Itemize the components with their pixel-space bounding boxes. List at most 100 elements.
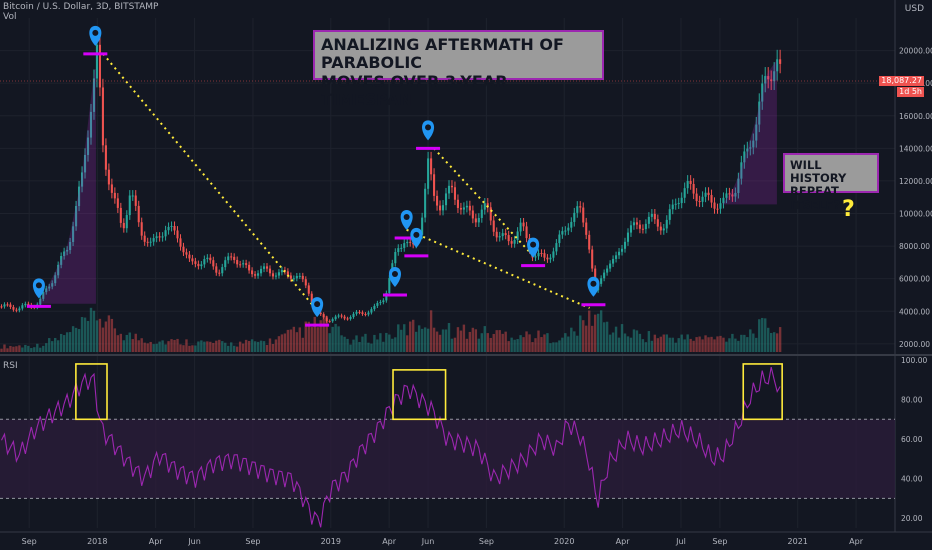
candle-body: [98, 44, 101, 88]
volume-bar: [489, 337, 492, 352]
candle-body: [24, 303, 27, 306]
candle-body: [579, 206, 582, 208]
candle-body: [54, 275, 57, 284]
candle-body: [158, 236, 161, 238]
candle-body: [57, 264, 60, 276]
candle-body: [203, 259, 206, 265]
candle-body: [764, 76, 767, 84]
volume-bar: [322, 318, 325, 352]
volume-bar: [36, 343, 39, 352]
volume-bar: [283, 333, 287, 352]
candle-body: [218, 272, 221, 274]
volume-bar: [9, 345, 12, 352]
volume-bar: [244, 339, 248, 352]
volume-bar: [382, 341, 385, 352]
candle-body: [212, 260, 215, 267]
candle-body: [779, 59, 782, 64]
candle-body: [671, 204, 674, 210]
volume-bar: [56, 340, 60, 352]
volume-bar: [235, 346, 239, 352]
candle-body: [221, 267, 224, 274]
volume-bar: [668, 337, 671, 352]
candle-body: [722, 197, 725, 204]
candle-body: [433, 174, 436, 196]
candle-body: [197, 263, 200, 267]
volume-bar: [238, 341, 242, 352]
candle-body: [462, 207, 465, 210]
volume-bar: [647, 331, 651, 352]
candle-body: [355, 311, 358, 314]
price-tick-label: 8000.00: [899, 242, 930, 251]
volume-bar: [588, 310, 591, 352]
candle-body: [767, 76, 770, 80]
volume-bar: [570, 327, 573, 352]
volume-bar: [650, 340, 654, 352]
candle-body: [746, 148, 749, 152]
candle-body: [233, 256, 236, 260]
volume-bar: [761, 317, 764, 352]
candle-body: [254, 274, 257, 276]
candle-body: [510, 241, 513, 244]
volume-bar: [340, 335, 343, 352]
volume-bar: [555, 342, 558, 352]
volume-bar: [579, 315, 582, 352]
volume-bar: [695, 337, 698, 352]
candle-body: [227, 256, 230, 261]
volume-bar: [113, 328, 117, 352]
volume-bar: [370, 343, 373, 352]
volume-bar: [531, 342, 534, 352]
candle-body: [337, 315, 340, 317]
candle-body: [27, 303, 30, 306]
volume-bar: [125, 334, 128, 352]
candle-body: [376, 303, 379, 306]
volume-bar: [30, 348, 33, 352]
candle-body: [561, 231, 564, 235]
candle-body: [289, 275, 292, 279]
candle-body: [45, 288, 48, 293]
candle-body: [549, 257, 552, 260]
candle-body: [656, 219, 659, 227]
volume-bar: [191, 345, 194, 352]
volume-bar: [755, 337, 758, 352]
volume-bar: [286, 329, 290, 352]
volume-bar: [259, 340, 263, 352]
candle-body: [140, 222, 143, 236]
candle-body: [629, 225, 633, 233]
volume-bar: [149, 341, 152, 352]
volume-bar: [182, 345, 185, 352]
volume-bar: [95, 320, 99, 352]
time-tick-label: Apr: [382, 537, 397, 546]
volume-bar: [435, 331, 439, 352]
dotted-trend-line: [102, 53, 320, 314]
volume-bar: [89, 307, 93, 352]
volume-bar: [456, 327, 460, 352]
candle-body: [92, 78, 96, 112]
volume-bar: [334, 323, 337, 352]
volume-bar: [734, 338, 737, 352]
candle-body: [755, 124, 758, 141]
candle-body: [474, 218, 477, 223]
volume-bar: [510, 337, 513, 352]
volume-bar: [614, 326, 618, 352]
volume-bar: [608, 334, 612, 352]
candle-body: [725, 193, 728, 198]
candle-body: [480, 209, 483, 218]
volume-bar: [173, 339, 176, 352]
question-mark: ?: [842, 197, 855, 222]
candle-body: [122, 222, 125, 229]
candle-body: [215, 266, 218, 273]
price-tick-label: 20000.00: [899, 47, 932, 56]
candle-body: [295, 275, 298, 279]
volume-bar: [385, 332, 388, 352]
volume-bar: [42, 345, 45, 352]
volume-bar: [671, 337, 674, 352]
volume-bar: [665, 334, 668, 352]
candle-body: [674, 203, 677, 205]
volume-bar: [39, 347, 42, 352]
candle-body: [647, 216, 650, 224]
volume-bar: [767, 327, 770, 352]
volume-bar: [758, 319, 761, 352]
volume-bar: [361, 336, 364, 352]
candle-body: [206, 257, 209, 260]
volume-bar: [528, 334, 531, 352]
